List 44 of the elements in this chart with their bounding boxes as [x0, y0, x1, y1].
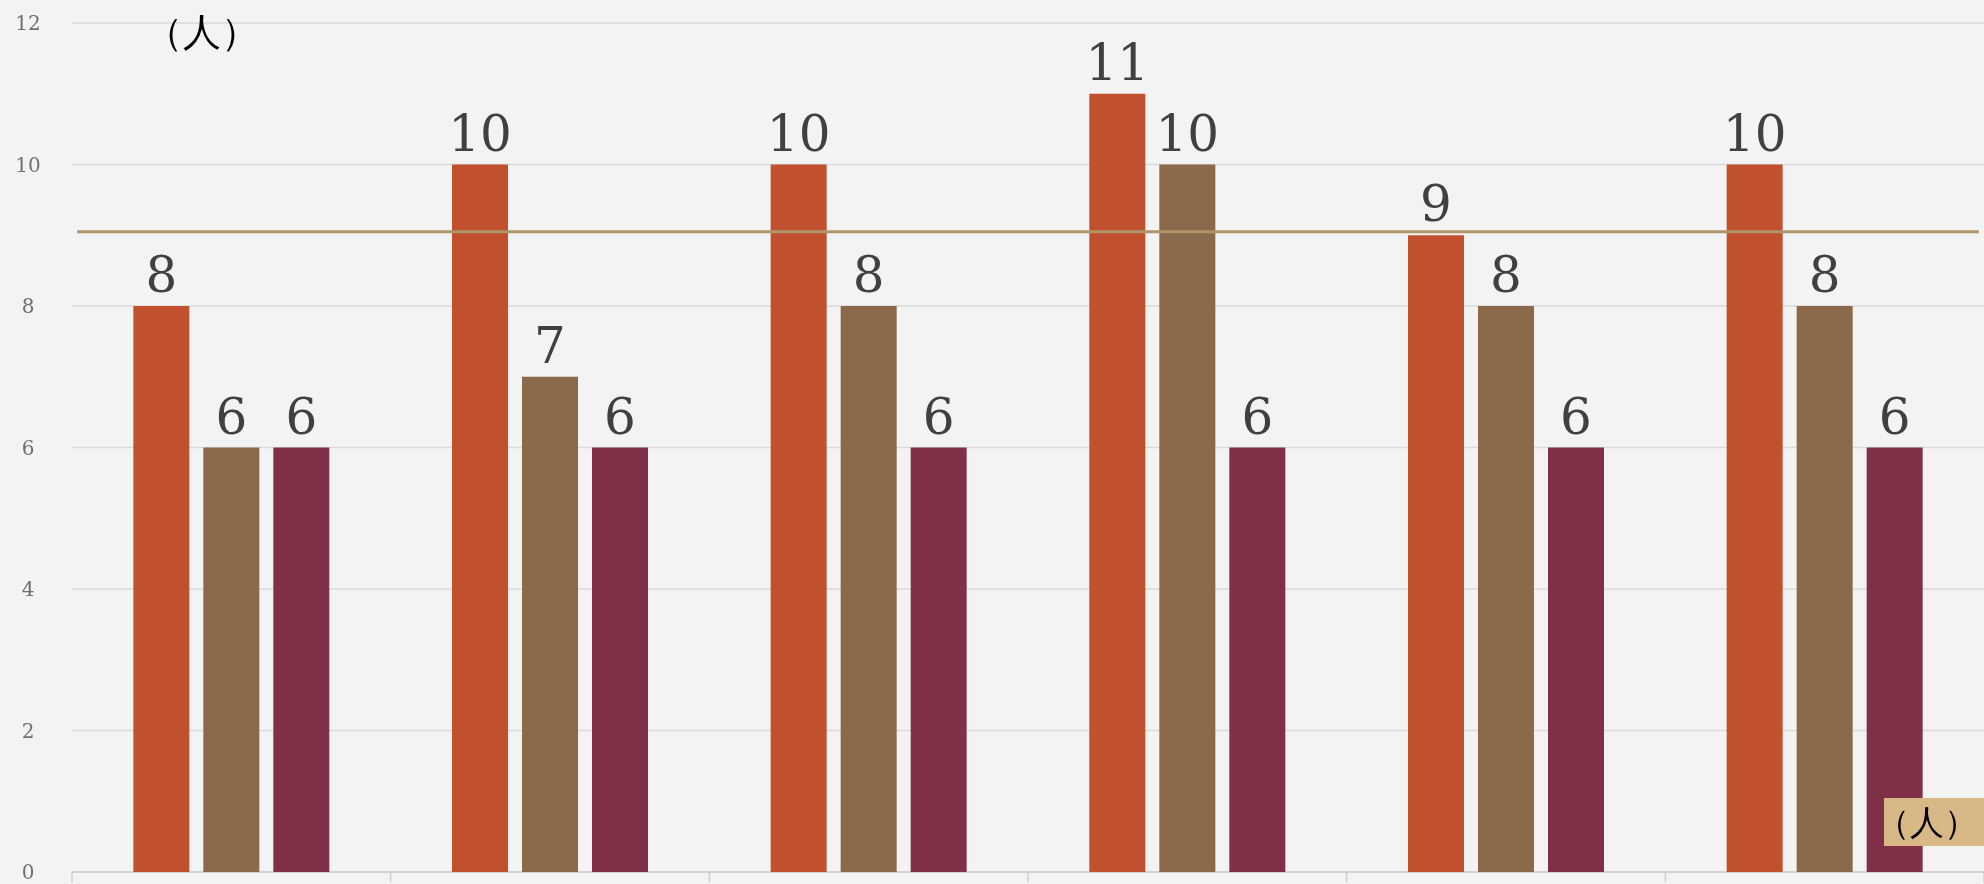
y-tick-label: 4 [21, 577, 35, 601]
data-label: 8 [1808, 246, 1841, 304]
y-tick-label: 0 [21, 860, 35, 884]
bar [1408, 235, 1464, 872]
bar [273, 447, 330, 872]
data-label: 11 [1085, 33, 1150, 92]
x-axis-title: （人） [1876, 802, 1978, 842]
data-label: 6 [215, 387, 248, 446]
data-label: 6 [1241, 387, 1274, 446]
y-axis-title: （人） [145, 10, 259, 54]
data-label: 6 [285, 387, 318, 446]
bar [203, 447, 260, 872]
bar [522, 376, 578, 872]
bar [770, 164, 827, 872]
data-label: 6 [1560, 387, 1592, 446]
data-label: 10 [766, 104, 831, 163]
data-label: 6 [922, 387, 955, 446]
data-label: 8 [1490, 246, 1522, 304]
bar [592, 447, 648, 872]
data-label: 6 [604, 387, 636, 446]
y-tick-label: 2 [21, 718, 35, 743]
data-label: 8 [145, 246, 178, 304]
bar [1089, 93, 1146, 872]
bar [133, 306, 190, 872]
bar [910, 447, 967, 872]
bar [1796, 306, 1853, 872]
bar [1726, 164, 1783, 872]
bar [452, 164, 508, 872]
data-label: 8 [852, 246, 885, 304]
data-label: 6 [1878, 387, 1911, 446]
data-label: 10 [1722, 104, 1787, 163]
y-tick-label: 8 [21, 294, 35, 318]
data-label: 10 [448, 104, 512, 163]
data-label: 10 [1155, 104, 1220, 163]
bar [840, 306, 897, 872]
bar [1229, 447, 1286, 872]
data-label: 9 [1420, 175, 1452, 234]
y-tick-label: 12 [15, 11, 41, 35]
y-tick-label: 10 [15, 152, 41, 177]
data-label: 7 [534, 316, 566, 375]
bar [1478, 306, 1534, 872]
bar [1159, 164, 1216, 872]
bar [1548, 447, 1604, 872]
y-tick-label: 6 [21, 435, 35, 460]
